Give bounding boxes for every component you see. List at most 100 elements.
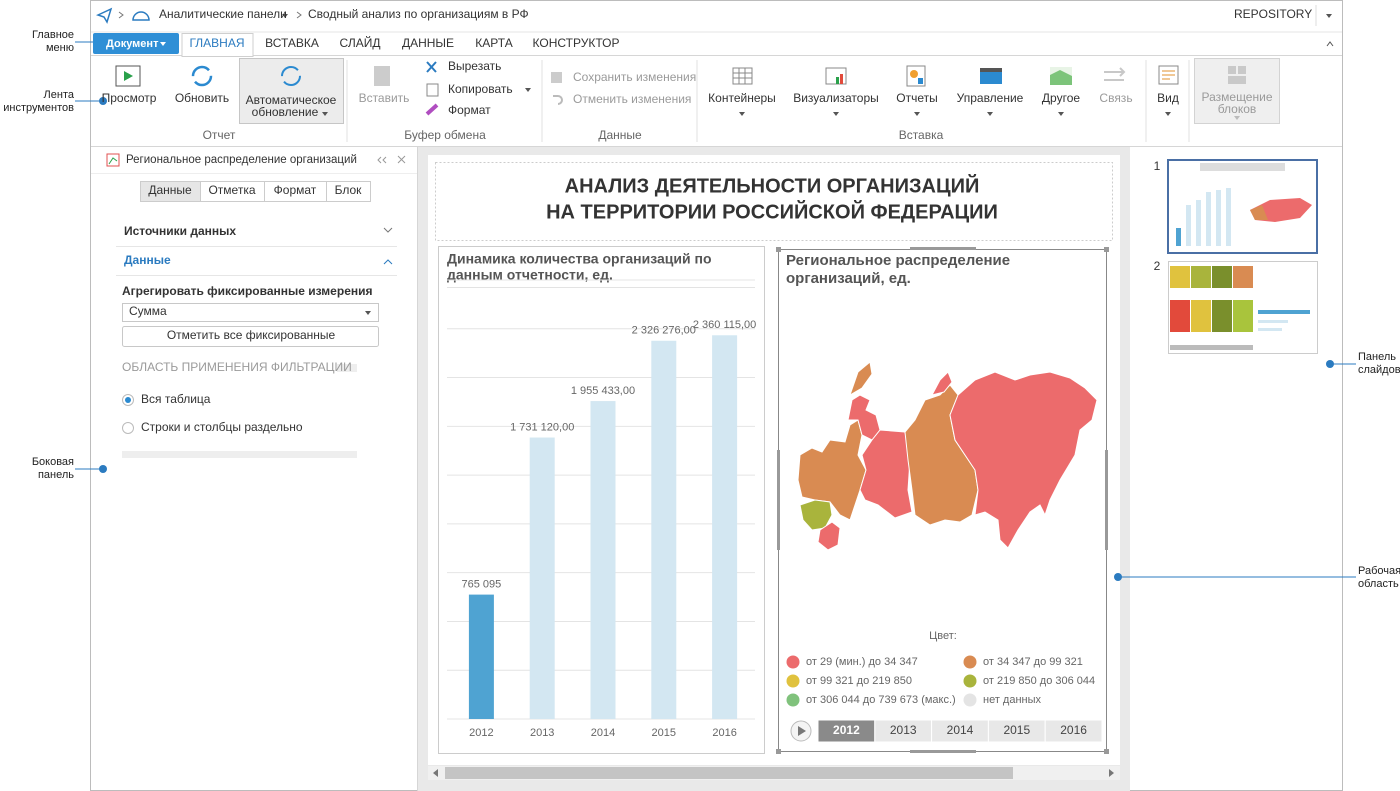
ribbon-button-label[interactable]: Размещение [1202,90,1273,104]
select-value: Сумма [129,304,167,318]
document-button[interactable] [93,33,179,54]
timeline-cell[interactable] [1044,719,1103,743]
menu-tab[interactable]: КОНСТРУКТОР [533,36,620,50]
document-label: Документ [106,38,159,50]
legend-label: от 29 (мин.) до 34 347 [806,656,918,668]
ribbon-button-label[interactable]: Другое [1042,91,1080,105]
slide-preview [1170,300,1190,332]
ribbon-button-label[interactable]: Отчеты [896,91,937,105]
ribbon-button-label[interactable]: Вставить [359,91,410,105]
timeline-label[interactable]: 2013 [890,723,917,737]
caret [914,112,920,116]
region [847,394,881,441]
timeline-label[interactable]: 2016 [1060,723,1087,737]
caret [1165,112,1171,116]
section-header[interactable]: Источники данных [124,224,236,238]
slide-preview [1212,300,1232,332]
tab-label[interactable]: Данные [148,183,192,197]
breadcrumb[interactable]: Сводный анализ по организациям в РФ [308,7,529,21]
tab-label[interactable]: Формат [274,183,317,197]
ribbon-button-label[interactable]: Сохранить изменения [573,70,696,84]
ribbon-button-label[interactable]: Управление [957,91,1024,105]
repository[interactable]: REPOSITORY [1234,7,1312,21]
ribbon-button-label[interactable]: блоков [1218,102,1257,116]
menu-tab[interactable]: ДАННЫЕ [402,36,454,50]
placeholder-bar [337,364,357,372]
tab[interactable] [326,181,371,202]
chevron [383,259,393,265]
legend-label: от 219 850 до 306 044 [983,675,1095,687]
radio-dot [125,397,131,403]
chart-title: организаций, ед. [786,270,911,287]
ribbon-button-label[interactable]: Визуализаторы [793,91,879,105]
slide-preview [1233,266,1253,288]
slide-preview [1200,163,1285,171]
crumb-separator [296,11,302,19]
region [799,499,833,531]
caret[interactable] [1326,14,1332,18]
containers-icon [732,67,753,85]
ribbon-button-label[interactable]: Обновить [175,91,229,105]
button[interactable] [122,326,379,347]
section-header[interactable]: Данные [124,253,171,267]
legend-swatch [963,655,977,669]
legend-label: от 99 321 до 219 850 [806,675,912,687]
tab-label[interactable]: Отметка [208,183,255,197]
timeline-label[interactable]: 2015 [1003,723,1030,737]
resize-handle [776,247,1109,754]
ribbon-button-label[interactable]: Отменить изменения [573,92,691,106]
menu-tab[interactable]: ГЛАВНАЯ [189,36,244,50]
region [949,371,1098,549]
slide-preview [1258,328,1282,331]
annotation: слайдов [1358,364,1400,376]
caret [525,88,531,92]
panel-title: Региональное распределение организаций [126,154,357,166]
copy-icon [426,83,439,97]
ribbon-button-label[interactable]: Контейнеры [708,91,776,105]
ribbon-button-label[interactable]: Вырезать [448,59,501,73]
timeline-label[interactable]: 2012 [833,723,860,737]
ribbon-button-label[interactable]: Копировать [448,82,513,96]
timeline-label[interactable]: 2014 [947,723,974,737]
slide-preview [1196,200,1201,246]
ribbon-button-label[interactable]: Связь [1099,91,1132,105]
legend-label: от 306 044 до 739 673 (макс.) [806,694,956,706]
group-separator [346,60,1190,142]
menu-tab[interactable]: ВСТАВКА [265,36,319,50]
annotation: Боковая [32,456,74,468]
resize-handle [1104,247,1109,252]
cut-icon [426,61,437,73]
breadcrumb[interactable]: Аналитические панели [159,7,287,21]
ribbon-button-label[interactable]: Вид [1157,91,1179,105]
chart-title: данным отчетности, ед. [447,267,613,283]
x-tick-label: 2014 [591,727,615,739]
caret [987,112,993,116]
menu-tab[interactable]: СЛАЙД [340,35,381,50]
resize-handle [910,247,976,250]
preview-icon [124,71,133,81]
slide-preview [1258,320,1288,323]
ribbon-button-label[interactable]: обновление [252,105,319,119]
ribbon-button-label[interactable]: Просмотр [102,91,157,105]
slide-preview [1170,345,1253,350]
ribbon-button-label[interactable]: Формат [448,103,491,117]
scroll-thumb[interactable] [445,767,1013,779]
panel-icon [106,153,120,167]
slide-preview [1258,310,1310,314]
legend-swatch [963,693,977,707]
tab-label[interactable]: Блок [335,183,363,197]
close-icon[interactable] [397,155,406,164]
dashboard-title: НА ТЕРРИТОРИИ РОССИЙСКОЙ ФЕДЕРАЦИИ [546,199,998,223]
collapse-icon[interactable] [377,156,387,164]
radio[interactable] [122,422,134,434]
menu-tab[interactable]: КАРТА [475,36,512,50]
slide-preview [1170,266,1190,288]
reports-icon [906,65,926,87]
select[interactable] [122,303,379,322]
ribbon-button-label[interactable]: Автоматическое [246,93,337,107]
collapse-icon[interactable] [1326,41,1334,47]
field-label: Агрегировать фиксированные измерения [122,284,373,298]
slide-preview [1176,228,1181,246]
panel-icon [108,157,118,165]
